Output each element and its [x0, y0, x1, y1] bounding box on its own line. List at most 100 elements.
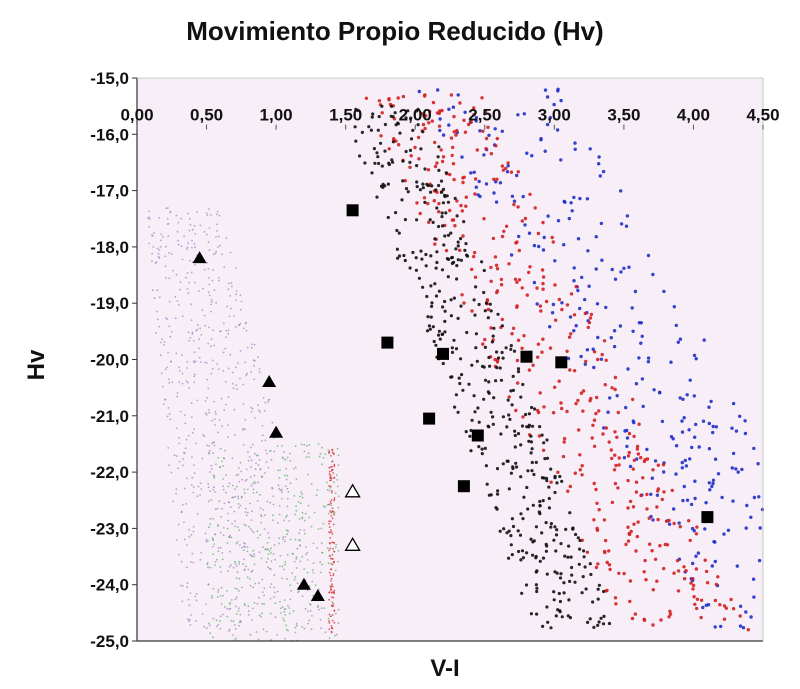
purple-point	[200, 488, 203, 490]
black-point	[434, 294, 439, 298]
blue-point	[572, 195, 576, 200]
blue-point	[680, 466, 684, 470]
purple-point	[151, 260, 153, 263]
green-point	[212, 553, 215, 555]
red-point	[448, 208, 452, 213]
blue-point	[649, 492, 653, 496]
purple-point	[212, 617, 215, 620]
black-point	[544, 549, 549, 553]
purple-point	[226, 305, 228, 308]
red-point	[331, 583, 333, 585]
green-point	[303, 568, 306, 570]
green-point	[334, 546, 337, 549]
green-point	[226, 590, 228, 592]
red-point	[578, 453, 582, 457]
blue-point	[599, 221, 604, 226]
purple-point	[299, 544, 302, 546]
green-point	[271, 486, 273, 489]
red-point	[574, 401, 578, 406]
green-point	[270, 450, 272, 452]
purple-point	[199, 224, 202, 227]
blue-point	[680, 430, 685, 434]
black-point	[513, 429, 517, 433]
green-point	[283, 610, 286, 613]
green-point	[298, 518, 301, 520]
red-point	[510, 332, 514, 336]
blue-point	[583, 362, 587, 366]
purple-point	[181, 503, 184, 506]
black-point	[464, 430, 468, 434]
red-point	[332, 541, 335, 544]
black-point	[472, 394, 476, 398]
black-point	[553, 490, 557, 495]
purple-point	[156, 310, 158, 313]
purple-point	[212, 441, 215, 444]
red-point	[515, 358, 520, 363]
red-point	[523, 216, 528, 221]
red-point	[451, 162, 456, 166]
purple-point	[156, 289, 159, 292]
red-point	[433, 164, 438, 169]
red-point	[714, 582, 719, 587]
green-point	[213, 477, 216, 479]
purple-point	[218, 279, 220, 282]
black-point	[510, 403, 514, 407]
green-point	[321, 463, 323, 466]
red-point	[603, 383, 607, 387]
blue-point	[583, 297, 587, 302]
black-point	[545, 456, 550, 460]
red-point	[467, 122, 471, 127]
black-point	[477, 302, 481, 307]
purple-point	[228, 482, 231, 485]
purple-point	[251, 443, 254, 446]
green-point	[237, 526, 239, 528]
purple-point	[208, 249, 211, 252]
purple-point	[196, 399, 199, 402]
red-point	[433, 140, 437, 145]
red-point	[452, 114, 456, 119]
purple-point	[190, 319, 193, 322]
red-point	[330, 469, 333, 472]
black-point	[463, 248, 467, 252]
red-point	[634, 480, 639, 484]
axes	[136, 77, 764, 642]
green-point	[328, 637, 331, 640]
red-point	[493, 357, 497, 362]
red-point	[460, 293, 464, 297]
red-point	[588, 316, 593, 320]
red-point	[594, 487, 598, 492]
purple-point	[177, 243, 180, 246]
red-point	[572, 369, 577, 373]
y-tick-label: -22,0	[90, 463, 129, 482]
blue-point	[674, 444, 679, 448]
blue-point	[550, 311, 555, 315]
red-point	[329, 537, 332, 539]
blue-point	[722, 532, 726, 536]
red-point	[607, 549, 611, 553]
black-point	[395, 228, 399, 233]
red-point	[403, 179, 407, 183]
red-point	[330, 568, 332, 571]
purple-point	[253, 343, 256, 346]
black-point	[441, 305, 445, 309]
purple-point	[320, 607, 323, 610]
blue-point	[482, 153, 486, 157]
red-point	[602, 518, 607, 522]
green-point	[236, 485, 238, 488]
green-point	[226, 542, 229, 544]
blue-point	[622, 456, 627, 460]
purple-point	[257, 481, 260, 484]
black-point	[530, 405, 534, 410]
red-point	[693, 602, 697, 606]
black-point	[435, 250, 439, 254]
black-point	[597, 620, 601, 624]
purple-point	[247, 605, 250, 608]
green-point	[209, 632, 212, 635]
blue-point	[463, 110, 467, 115]
purple-point	[194, 263, 197, 266]
purple-point	[168, 464, 171, 467]
purple-point	[197, 485, 200, 488]
green-point	[249, 502, 252, 505]
green-point	[295, 567, 298, 569]
green-point	[284, 561, 287, 563]
